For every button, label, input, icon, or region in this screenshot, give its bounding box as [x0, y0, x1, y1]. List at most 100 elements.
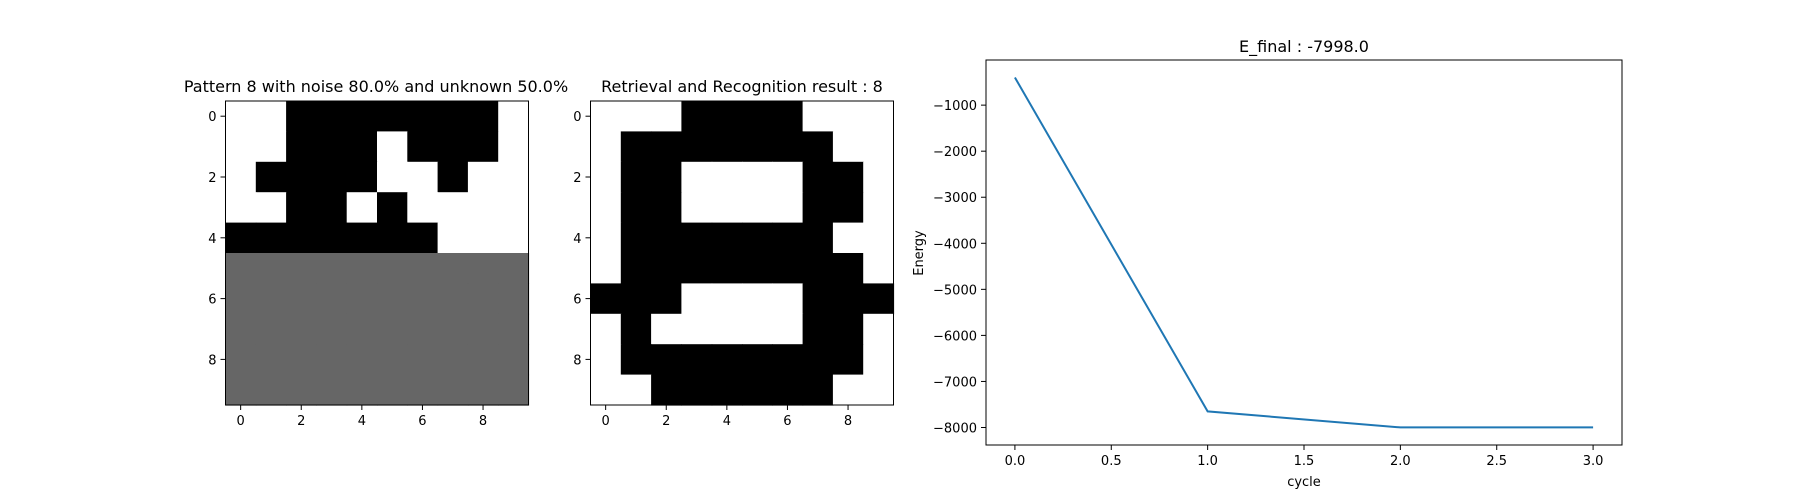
heatmap-cell — [346, 192, 378, 224]
heatmap-cell — [377, 313, 408, 345]
heatmap-cell — [407, 344, 439, 376]
heatmap-cell — [437, 192, 469, 224]
heatmap-cell — [590, 283, 622, 315]
heatmap-cell — [316, 131, 348, 163]
energy-chart-ticks: 0.0 0.5 1.0 1.5 2.0 2.5 3.0 −1000 −2000 −3000 −400… — [933, 99, 1603, 469]
heatmap-cell — [286, 253, 317, 284]
heatmap-cell — [255, 131, 287, 163]
heatmap-cell — [407, 283, 439, 315]
y-tick-label: 6 — [208, 293, 216, 308]
x-tick-label: 6 — [783, 414, 791, 429]
y-tick-label: 6 — [573, 293, 581, 308]
heatmap-cell — [772, 192, 804, 224]
heatmap-cell — [255, 313, 287, 345]
heatmap-cell — [802, 283, 834, 315]
heatmap-cell — [255, 253, 287, 284]
x-tick-label: 0.5 — [1101, 454, 1122, 469]
y-tick-label: 2 — [208, 171, 216, 186]
retrieval-result-cells — [590, 101, 895, 406]
heatmap-cell — [316, 253, 348, 284]
heatmap-cell — [651, 374, 682, 406]
heatmap-cell — [437, 101, 469, 132]
heatmap-cell — [377, 374, 408, 406]
heatmap-cell — [711, 101, 743, 132]
x-tick-label: 0.0 — [1005, 454, 1026, 469]
heatmap-cell — [407, 313, 439, 345]
heatmap-cell — [467, 313, 499, 345]
x-tick-label: 2.5 — [1486, 454, 1507, 469]
heatmap-cell — [681, 222, 713, 254]
heatmap-cell — [498, 131, 530, 163]
heatmap-cell — [498, 161, 530, 193]
heatmap-cell — [346, 313, 378, 345]
heatmap-cell — [681, 253, 713, 284]
heatmap-cell — [772, 344, 804, 376]
heatmap-cell — [802, 161, 834, 193]
heatmap-cell — [742, 313, 773, 345]
x-tick-label: 4 — [723, 414, 731, 429]
heatmap-cell — [255, 283, 287, 315]
heatmap-cell — [772, 222, 804, 254]
heatmap-cell — [832, 344, 864, 376]
heatmap-cell — [316, 313, 348, 345]
heatmap-cell — [346, 253, 378, 284]
heatmap-cell — [711, 374, 743, 406]
heatmap-cell — [651, 161, 682, 193]
heatmap-cell — [863, 253, 895, 284]
heatmap-cell — [651, 101, 682, 132]
heatmap-cell — [832, 131, 864, 163]
heatmap-cell — [742, 374, 773, 406]
heatmap-cell — [498, 374, 530, 406]
heatmap-cell — [772, 253, 804, 284]
x-tick-label: 8 — [844, 414, 852, 429]
heatmap-cell — [437, 161, 469, 193]
heatmap-cell — [467, 222, 499, 254]
heatmap-cell — [681, 161, 713, 193]
heatmap-cell — [377, 161, 408, 193]
x-tick-label: 3.0 — [1583, 454, 1604, 469]
heatmap-cell — [802, 101, 834, 132]
heatmap-cell — [498, 101, 530, 132]
x-tick-label: 1.5 — [1294, 454, 1315, 469]
heatmap-cell — [620, 374, 652, 406]
heatmap-cell — [863, 222, 895, 254]
heatmap-cell — [377, 344, 408, 376]
heatmap-cell — [620, 313, 652, 345]
retrieval-result-panel: Retrieval and Recognition result : 8 0 2 4… — [573, 77, 895, 429]
heatmap-cell — [437, 313, 469, 345]
heatmap-cell — [711, 283, 743, 315]
heatmap-cell — [286, 161, 317, 193]
heatmap-cell — [407, 161, 439, 193]
heatmap-cell — [590, 374, 622, 406]
heatmap-cell — [346, 344, 378, 376]
heatmap-cell — [467, 192, 499, 224]
heatmap-cell — [802, 222, 834, 254]
energy-chart-title: E_final : -7998.0 — [1239, 37, 1369, 57]
heatmap-cell — [711, 253, 743, 284]
heatmap-cell — [467, 344, 499, 376]
heatmap-cell — [377, 192, 408, 224]
y-tick-label: −2000 — [933, 145, 977, 160]
heatmap-cell — [437, 253, 469, 284]
y-tick-label: 4 — [208, 232, 216, 247]
energy-series-line — [1014, 77, 1594, 429]
x-tick-label: 2.0 — [1390, 454, 1411, 469]
heatmap-cell — [651, 283, 682, 315]
heatmap-cell — [681, 344, 713, 376]
heatmap-cell — [590, 192, 622, 224]
heatmap-cell — [681, 192, 713, 224]
x-tick-label: 2 — [662, 414, 670, 429]
heatmap-cell — [286, 222, 317, 254]
heatmap-cell — [377, 131, 408, 163]
y-tick-label: −3000 — [933, 191, 977, 206]
heatmap-cell — [286, 131, 317, 163]
heatmap-cell — [346, 222, 378, 254]
heatmap-cell — [832, 253, 864, 284]
heatmap-cell — [620, 101, 652, 132]
heatmap-cell — [742, 131, 773, 163]
heatmap-cell — [467, 253, 499, 284]
heatmap-cell — [772, 101, 804, 132]
heatmap-cell — [832, 374, 864, 406]
heatmap-cell — [772, 161, 804, 193]
x-tick-label: 0 — [237, 414, 245, 429]
